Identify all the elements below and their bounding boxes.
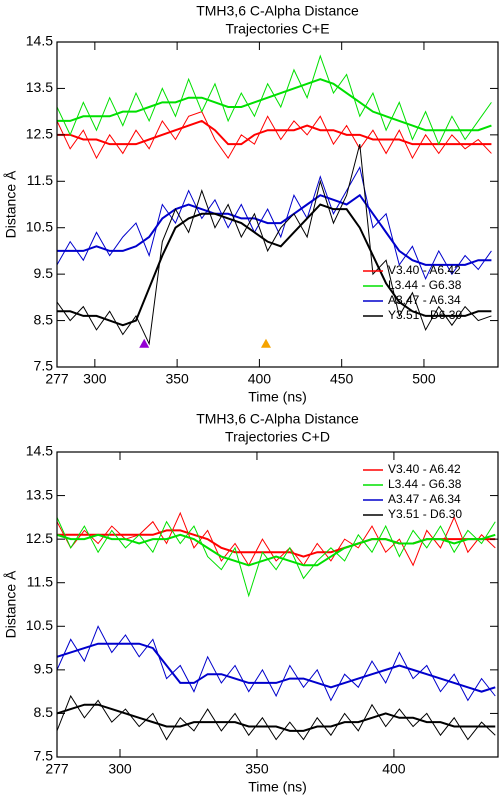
x-axis-label: Time (ns): [248, 779, 307, 795]
x-tick-label: 350: [165, 371, 189, 387]
legend-label: L3.44 - G6.38: [388, 477, 462, 491]
legend-label: Y3.51 - D6.30: [388, 308, 462, 322]
x-tick-label: 277: [45, 371, 69, 387]
plot-frame: [56, 451, 499, 758]
smooth-line: [57, 703, 496, 732]
smooth-line: [57, 78, 492, 132]
x-tick-label: 400: [382, 761, 406, 777]
smooth-line: [57, 193, 492, 266]
smooth-line: [57, 533, 496, 567]
chart-title: TMH3,6 C-Alpha Distance: [196, 411, 359, 427]
smooth-line: [57, 642, 496, 693]
y-tick-label: 14.5: [26, 443, 53, 459]
event-marker: [139, 338, 150, 348]
legend-label: V3.40 - A6.42: [388, 462, 461, 476]
x-tick-label: 450: [330, 371, 354, 387]
y-tick-label: 10.5: [26, 617, 53, 633]
event-marker: [260, 338, 271, 348]
y-axis-label: Distance Å: [3, 170, 19, 238]
y-tick-label: 14.5: [26, 33, 53, 49]
y-axis-label: Distance Å: [3, 570, 19, 638]
chart-subtitle: Trajectories C+E: [225, 21, 329, 37]
y-tick-label: 11.5: [27, 172, 53, 188]
y-tick-label: 8.5: [34, 704, 54, 720]
y-tick-label: 10.5: [26, 218, 53, 234]
y-tick-label: 11.5: [27, 573, 53, 589]
x-tick-label: 400: [248, 371, 272, 387]
smooth-line: [57, 203, 492, 327]
y-tick-label: 9.5: [34, 661, 54, 677]
y-tick-label: 7.5: [34, 748, 54, 764]
raw-line: [57, 144, 492, 346]
y-tick-label: 9.5: [34, 265, 54, 281]
raw-line: [57, 517, 496, 598]
x-tick-label: 300: [83, 371, 107, 387]
raw-line: [57, 694, 496, 741]
y-tick-label: 12.5: [26, 126, 53, 142]
raw-line: [57, 111, 492, 160]
legend-label: A3.47 - A6.34: [388, 293, 461, 307]
y-tick-label: 13.5: [26, 486, 53, 502]
x-tick-label: 500: [412, 371, 436, 387]
legend-label: V3.40 - A6.42: [388, 263, 461, 277]
y-tick-label: 13.5: [26, 79, 53, 95]
raw-line: [57, 625, 496, 702]
y-tick-label: 12.5: [26, 530, 53, 546]
x-tick-label: 277: [45, 761, 69, 777]
legend-label: L3.44 - G6.38: [388, 278, 462, 292]
x-tick-label: 350: [245, 761, 269, 777]
y-tick-label: 7.5: [34, 358, 54, 374]
chart-subtitle: Trajectories C+D: [225, 429, 330, 445]
legend-label: A3.47 - A6.34: [388, 492, 461, 506]
legend-label: Y3.51 - D6.30: [388, 507, 462, 521]
plot-frame: [56, 41, 499, 368]
x-tick-label: 300: [108, 761, 132, 777]
x-axis-label: Time (ns): [248, 389, 307, 405]
y-tick-label: 8.5: [34, 311, 54, 327]
chart-title: TMH3,6 C-Alpha Distance: [196, 3, 359, 19]
smooth-line: [57, 119, 492, 146]
